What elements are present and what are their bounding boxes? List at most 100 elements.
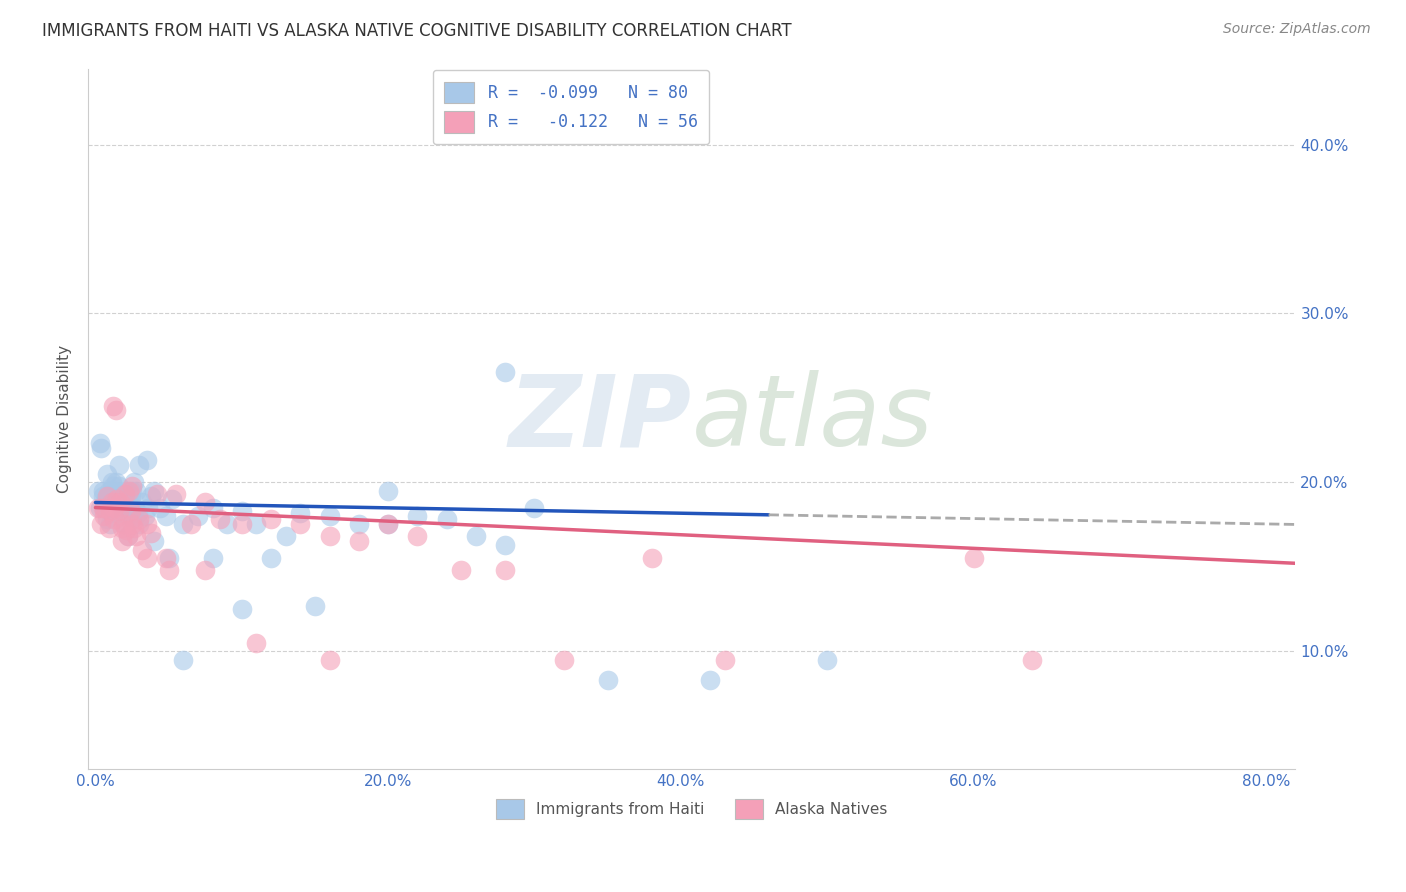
Point <box>114 517 136 532</box>
Point <box>89 500 111 515</box>
Point <box>260 512 283 526</box>
Point <box>121 512 143 526</box>
Point <box>110 500 132 515</box>
Point <box>111 534 134 549</box>
Point <box>91 500 114 515</box>
Y-axis label: Cognitive Disability: Cognitive Disability <box>58 345 72 493</box>
Point <box>596 673 619 687</box>
Point <box>436 512 458 526</box>
Point <box>553 652 575 666</box>
Point <box>89 436 111 450</box>
Point <box>125 529 148 543</box>
Point <box>118 483 141 498</box>
Point <box>101 478 124 492</box>
Point <box>128 512 150 526</box>
Point <box>494 366 516 380</box>
Point <box>96 467 118 481</box>
Point <box>91 489 114 503</box>
Point <box>112 495 135 509</box>
Point <box>90 442 112 456</box>
Point <box>231 602 253 616</box>
Point <box>318 529 340 543</box>
Point <box>100 475 122 490</box>
Point <box>135 517 157 532</box>
Point <box>194 495 217 509</box>
Point <box>107 489 129 503</box>
Point <box>290 517 312 532</box>
Point <box>274 529 297 543</box>
Point <box>97 483 120 498</box>
Text: atlas: atlas <box>692 370 934 467</box>
Text: IMMIGRANTS FROM HAITI VS ALASKA NATIVE COGNITIVE DISABILITY CORRELATION CHART: IMMIGRANTS FROM HAITI VS ALASKA NATIVE C… <box>42 22 792 40</box>
Point <box>98 504 121 518</box>
Point <box>128 458 150 473</box>
Point <box>108 504 131 518</box>
Point <box>121 478 143 492</box>
Point <box>94 492 117 507</box>
Point <box>93 500 115 515</box>
Point <box>318 508 340 523</box>
Point <box>117 495 139 509</box>
Point <box>406 529 429 543</box>
Point <box>100 495 122 509</box>
Point <box>103 512 125 526</box>
Point <box>111 521 134 535</box>
Point <box>713 652 735 666</box>
Point <box>260 551 283 566</box>
Point <box>180 517 202 532</box>
Point <box>1021 652 1043 666</box>
Point <box>155 551 177 566</box>
Point <box>101 500 124 515</box>
Point <box>155 508 177 523</box>
Point <box>115 483 138 498</box>
Point <box>103 483 125 498</box>
Point <box>157 551 180 566</box>
Point <box>104 402 127 417</box>
Point <box>187 508 209 523</box>
Point <box>91 483 114 498</box>
Point <box>115 523 138 537</box>
Point <box>96 489 118 503</box>
Text: Source: ZipAtlas.com: Source: ZipAtlas.com <box>1223 22 1371 37</box>
Point <box>523 500 546 515</box>
Point <box>165 487 187 501</box>
Point <box>201 551 224 566</box>
Point <box>107 492 129 507</box>
Point <box>494 538 516 552</box>
Point <box>139 489 162 503</box>
Point <box>117 529 139 543</box>
Point <box>108 458 131 473</box>
Point <box>96 512 118 526</box>
Point <box>231 504 253 518</box>
Point <box>143 534 166 549</box>
Point <box>108 478 131 492</box>
Point <box>98 495 121 509</box>
Point <box>208 512 231 526</box>
Point <box>290 506 312 520</box>
Point <box>245 635 267 649</box>
Point <box>465 529 488 543</box>
Point <box>494 563 516 577</box>
Point <box>121 483 143 498</box>
Point <box>139 525 162 540</box>
Point <box>93 508 115 523</box>
Point <box>112 517 135 532</box>
Point <box>406 508 429 523</box>
Point <box>131 495 153 509</box>
Point <box>97 521 120 535</box>
Point <box>122 475 145 490</box>
Point <box>122 521 145 535</box>
Point <box>377 517 399 532</box>
Point <box>135 551 157 566</box>
Point <box>103 500 125 515</box>
Point <box>110 495 132 509</box>
Point <box>201 500 224 515</box>
Point <box>194 563 217 577</box>
Point <box>111 495 134 509</box>
Point <box>114 487 136 501</box>
Point <box>450 563 472 577</box>
Point <box>377 517 399 532</box>
Point <box>149 500 172 515</box>
Point <box>377 483 399 498</box>
Point <box>128 517 150 532</box>
